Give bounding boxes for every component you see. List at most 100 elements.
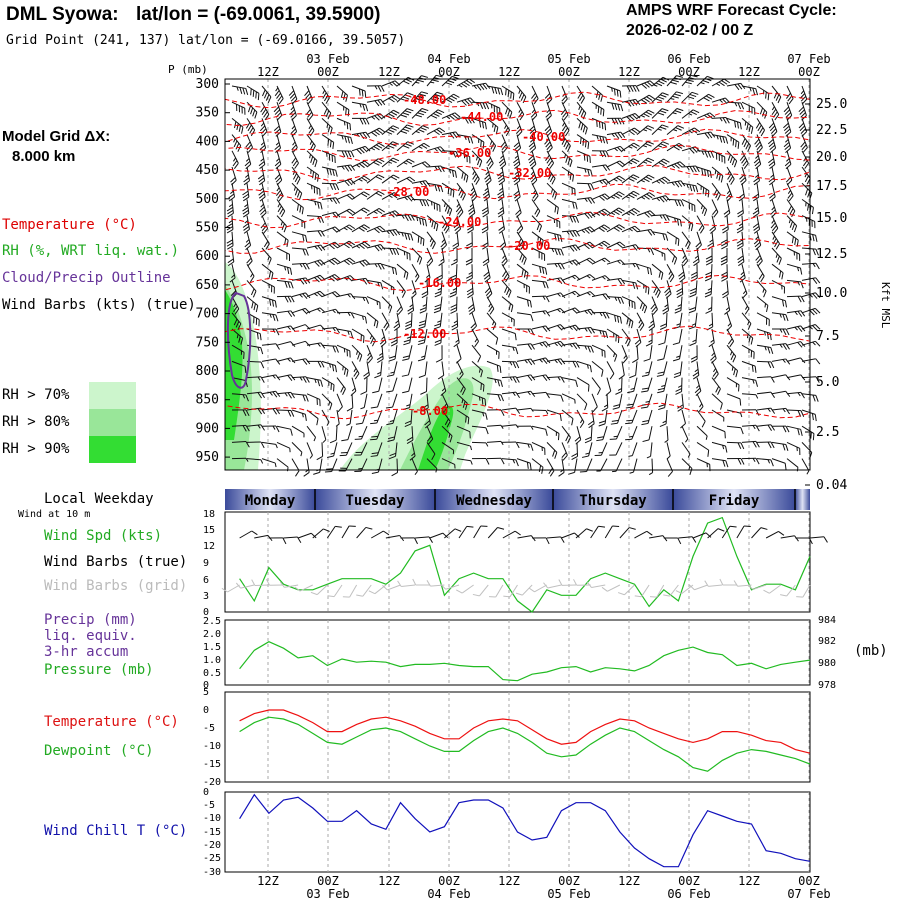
cs-barb bbox=[381, 192, 401, 200]
cs-barb bbox=[516, 231, 525, 250]
cs-barb bbox=[386, 377, 398, 393]
cs-barb bbox=[441, 215, 450, 234]
cs-barb bbox=[737, 199, 744, 218]
cs-barb bbox=[741, 101, 756, 115]
cs-barb bbox=[291, 247, 309, 256]
cs-barb bbox=[231, 118, 244, 134]
cs-barb bbox=[694, 377, 702, 396]
grid-point: Grid Point (241, 137) lat/lon = (-69.016… bbox=[6, 33, 406, 48]
cs-barb bbox=[576, 257, 596, 265]
cs-barb bbox=[516, 425, 534, 430]
cs-barb bbox=[291, 262, 310, 270]
wind-chill-panel: 0 -5 -10 -15 -20 -25 -30 bbox=[203, 787, 811, 878]
cs-barb bbox=[261, 407, 281, 415]
cs-barb bbox=[276, 215, 287, 233]
cs-barb bbox=[275, 182, 284, 202]
legend-rh90-label: RH > 90% bbox=[2, 441, 70, 457]
cs-barb bbox=[621, 208, 640, 217]
cs-barb bbox=[291, 277, 311, 285]
surface-barb-grid bbox=[763, 584, 782, 594]
cs-barb bbox=[546, 393, 564, 402]
cs-barb bbox=[726, 458, 745, 465]
cs-barb bbox=[711, 361, 719, 380]
surface-barb-true bbox=[239, 530, 258, 539]
cs-barb bbox=[753, 166, 760, 186]
cs-barb bbox=[355, 409, 368, 425]
height-tick-5: 12.5 bbox=[816, 247, 847, 262]
cs-barb bbox=[426, 198, 441, 212]
cs-barb bbox=[321, 85, 330, 104]
wind-ytick-6: 0 bbox=[203, 607, 209, 618]
surface-barb-true bbox=[736, 525, 751, 539]
cs-barb bbox=[528, 150, 537, 170]
cs-barb bbox=[726, 117, 742, 130]
cs-barb bbox=[501, 424, 519, 429]
height-tick-8: 5.0 bbox=[816, 375, 839, 390]
precip-frame bbox=[224, 619, 811, 686]
temp-frame bbox=[224, 691, 811, 783]
cs-barb bbox=[516, 296, 532, 308]
cs-barb bbox=[501, 263, 510, 283]
cs-barb bbox=[231, 457, 249, 462]
cs-barb bbox=[584, 426, 593, 444]
cs-barb bbox=[351, 361, 360, 380]
cs-barb bbox=[561, 229, 580, 238]
cs-barb bbox=[618, 361, 625, 380]
cs-barb bbox=[381, 263, 398, 275]
surface-barb-true bbox=[429, 532, 449, 539]
bottom-date-4: 07 Feb bbox=[787, 887, 830, 900]
cs-barb bbox=[316, 442, 324, 461]
cs-barb bbox=[696, 409, 706, 428]
cs-barb bbox=[771, 441, 789, 451]
cs-barb bbox=[436, 264, 443, 282]
surface-barb-true bbox=[312, 528, 330, 539]
cs-barb bbox=[441, 166, 457, 178]
cs-barb bbox=[306, 166, 319, 182]
cs-barb bbox=[486, 424, 504, 429]
cs-barb bbox=[244, 231, 252, 251]
cs-barb bbox=[451, 312, 459, 331]
cs-barb bbox=[696, 150, 715, 158]
cs-barb bbox=[456, 409, 470, 425]
cs-barb bbox=[306, 307, 326, 314]
cs-barb bbox=[651, 158, 670, 168]
cs-barb bbox=[576, 308, 596, 316]
cs-barb bbox=[501, 376, 520, 383]
cs-barb bbox=[276, 231, 289, 247]
cs-barb bbox=[261, 390, 281, 398]
cs-barb bbox=[409, 442, 416, 461]
cs-barb bbox=[601, 393, 609, 412]
cs-barb bbox=[636, 80, 656, 89]
cs-barb bbox=[531, 263, 548, 275]
cs-barb bbox=[625, 409, 638, 425]
cs-barb bbox=[370, 442, 383, 457]
cs-barb bbox=[530, 102, 538, 121]
height-tick-3: 17.5 bbox=[816, 179, 847, 194]
surface-barb-grid bbox=[528, 584, 547, 593]
cs-barb bbox=[711, 134, 729, 144]
bottom-hour-9: 00Z bbox=[798, 874, 820, 888]
cs-barb bbox=[612, 393, 623, 410]
cs-barb bbox=[561, 393, 576, 404]
cs-barb bbox=[738, 183, 745, 202]
cs-barb bbox=[291, 182, 303, 200]
cs-barb bbox=[771, 390, 791, 397]
height-tick-4: 15.0 bbox=[816, 211, 847, 226]
cs-barb bbox=[336, 117, 352, 131]
cs-barb bbox=[261, 85, 272, 104]
cs-barb bbox=[651, 92, 669, 103]
cs-barb bbox=[786, 425, 803, 436]
cs-barb bbox=[291, 215, 306, 229]
cs-barb bbox=[261, 279, 275, 294]
cs-barb bbox=[756, 407, 776, 414]
cs-barb bbox=[411, 75, 429, 87]
cs-barb bbox=[497, 166, 505, 186]
weekday-cell-3 bbox=[553, 489, 673, 510]
cs-barb bbox=[471, 82, 491, 91]
cs-barb bbox=[546, 409, 562, 422]
cs-barb bbox=[389, 442, 398, 460]
cs-barb bbox=[771, 407, 790, 415]
cs-barb bbox=[726, 134, 740, 149]
cs-barb bbox=[666, 161, 686, 169]
